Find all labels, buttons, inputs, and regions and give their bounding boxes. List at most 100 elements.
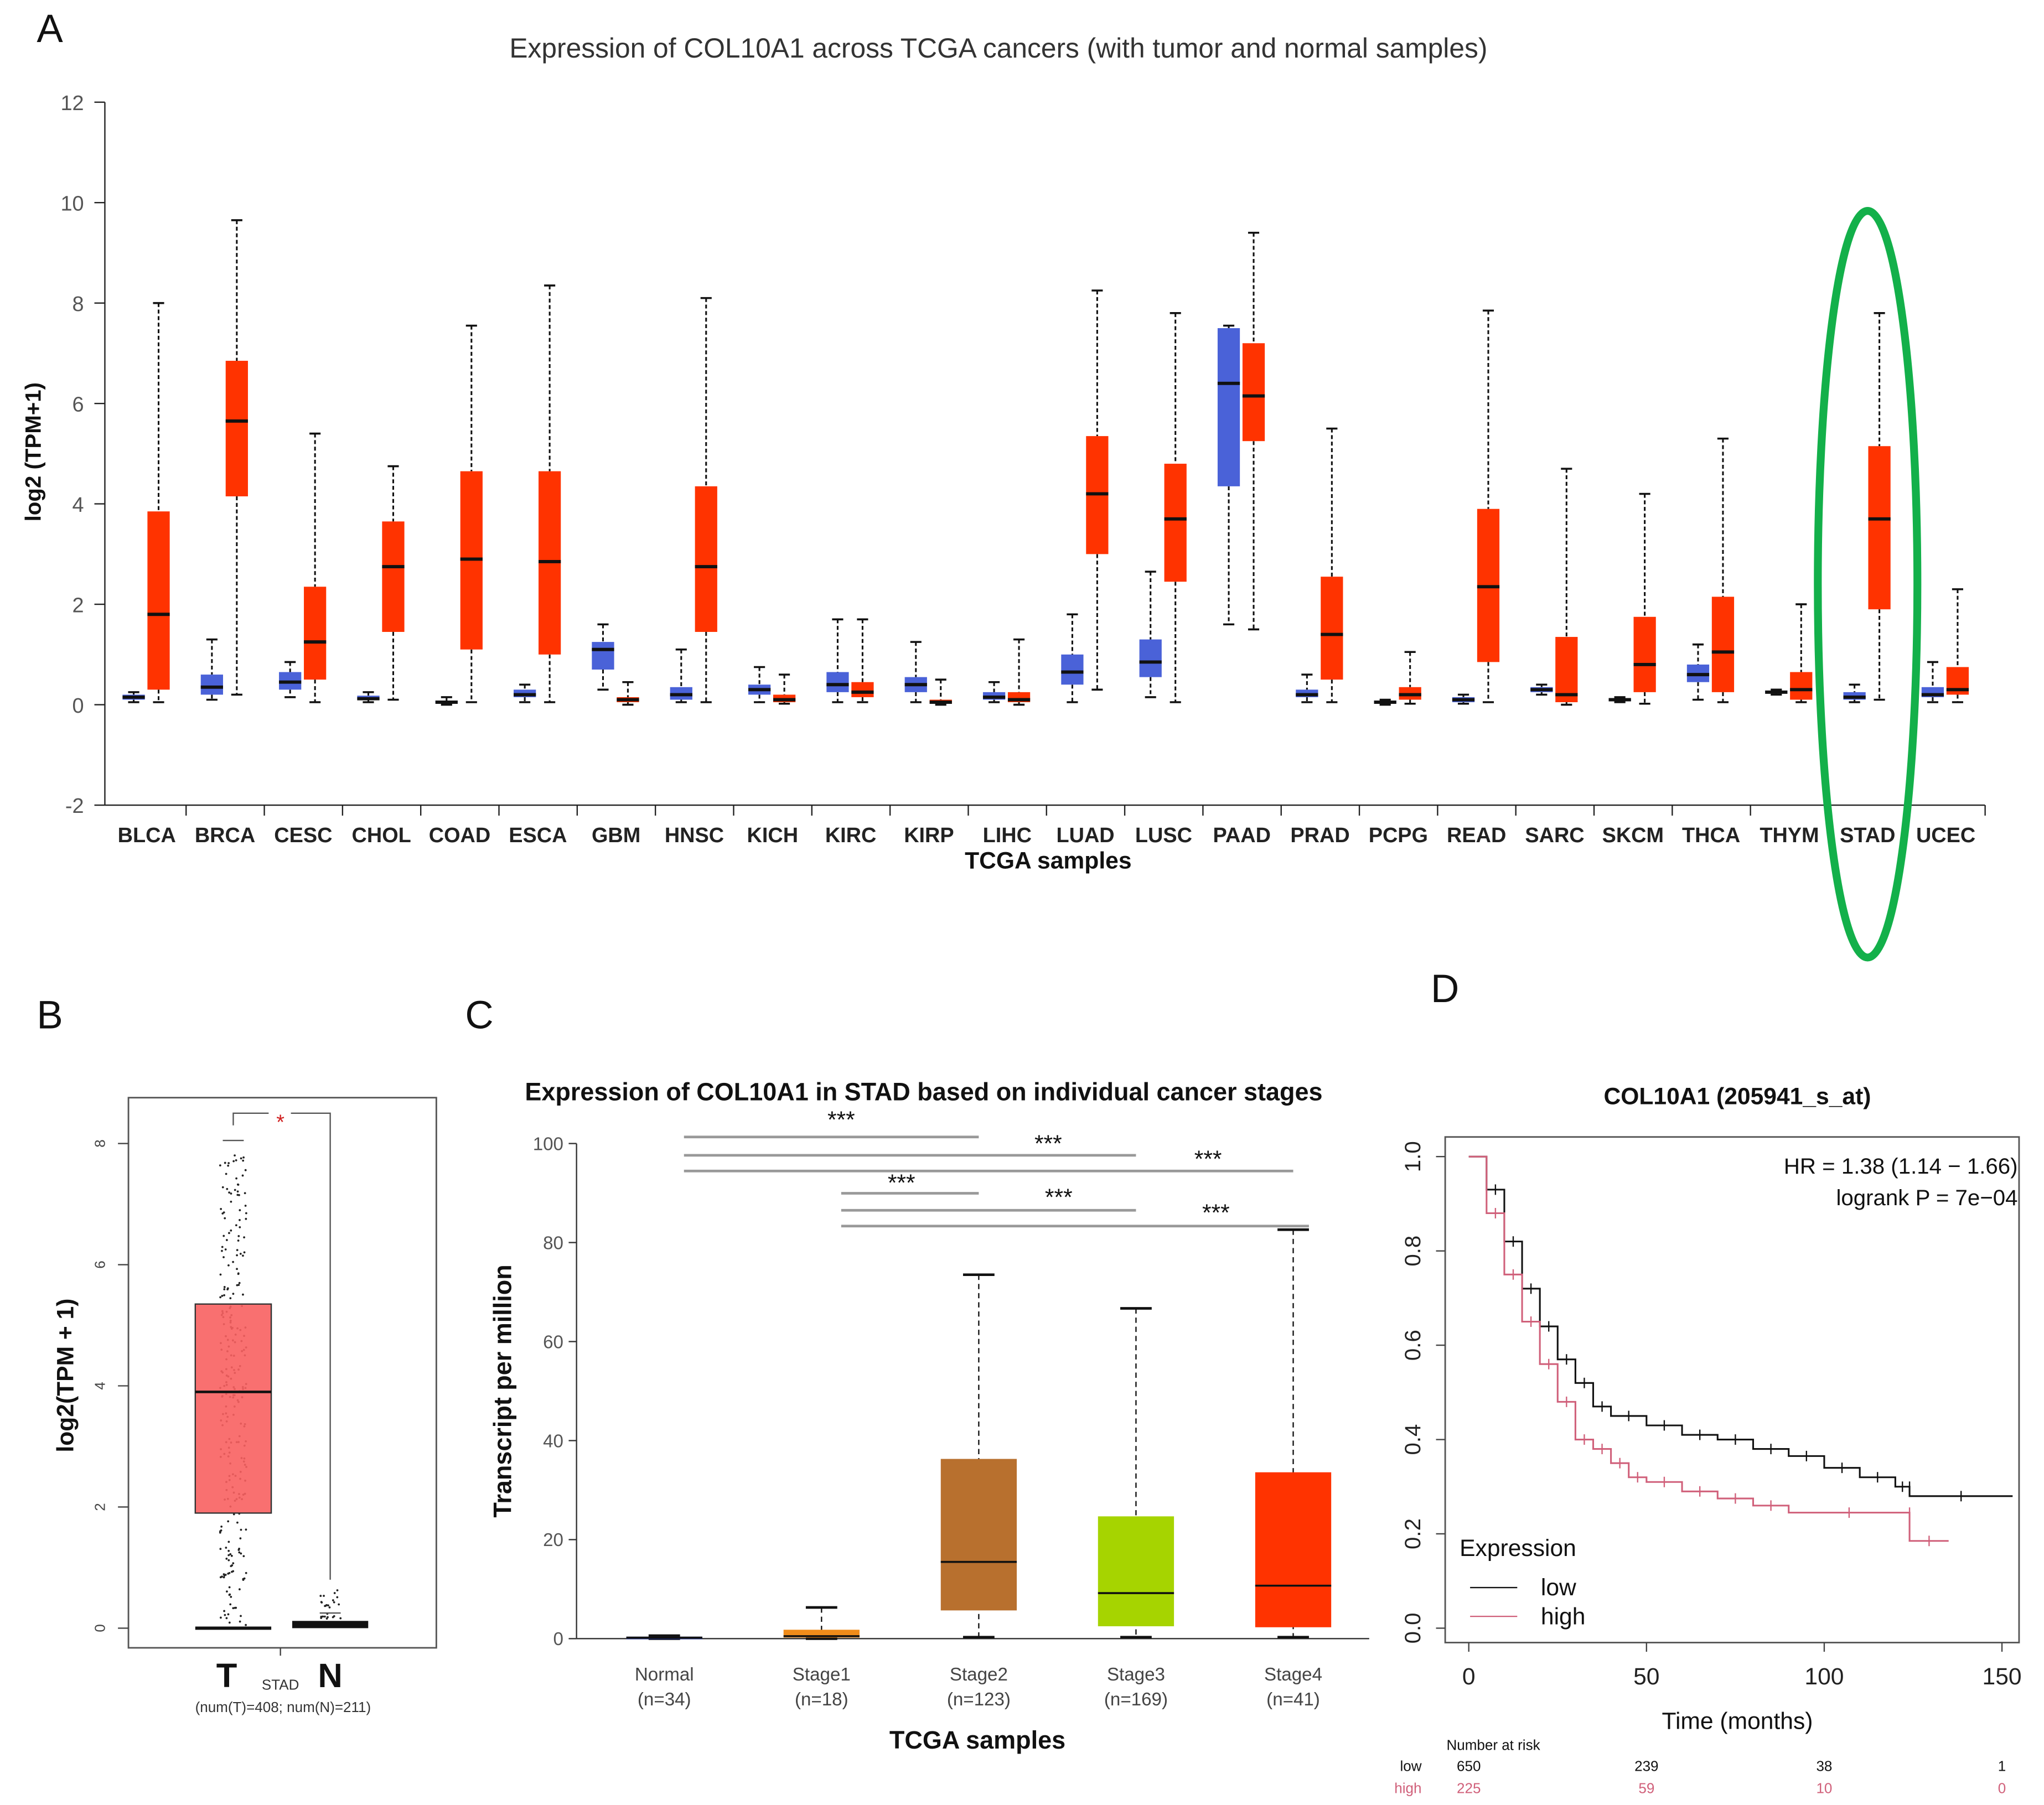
x-tick-label: Normal <box>635 1664 694 1685</box>
data-point <box>225 1547 227 1549</box>
x-tick-label: SKCM <box>1602 824 1664 847</box>
comparison-significance: *** <box>1194 1146 1222 1173</box>
data-point <box>221 1575 223 1578</box>
data-point <box>224 1574 227 1576</box>
data-point <box>245 1217 247 1220</box>
x-tick-label: LUSC <box>1135 824 1192 847</box>
data-point <box>238 1282 241 1284</box>
risk-value: 59 <box>1638 1780 1654 1797</box>
box-stage4 <box>1255 1472 1332 1627</box>
panel-a-chart: Expression of COL10A1 across TCGA cancer… <box>20 33 1986 962</box>
plot-frame <box>127 1097 437 1649</box>
y-tick-label: 6 <box>73 393 84 416</box>
data-point <box>244 1169 247 1171</box>
y-tick-label: 60 <box>543 1332 563 1352</box>
data-point <box>227 1559 230 1562</box>
comparison-significance: *** <box>1045 1184 1073 1211</box>
data-point <box>239 1252 242 1255</box>
data-point <box>230 1554 233 1557</box>
comparison-significance: *** <box>1202 1200 1230 1226</box>
tumor-chol-box <box>382 521 405 632</box>
x-tick-label: CHOL <box>352 824 411 847</box>
hr-text: HR = 1.38 (1.14 − 1.66) <box>1784 1154 2018 1179</box>
data-point <box>243 1251 246 1254</box>
data-point <box>324 1605 326 1607</box>
data-point <box>240 1528 242 1531</box>
chart-title: Expression of COL10A1 across TCGA cancer… <box>509 33 1487 64</box>
tumor-box <box>194 1303 272 1514</box>
normal-paad-box <box>1217 328 1240 486</box>
x-tick-label: ESCA <box>509 824 567 847</box>
x-tick-label: PCPG <box>1369 824 1428 847</box>
data-point <box>236 1284 239 1287</box>
data-point <box>242 1156 245 1159</box>
significance-bracket-left <box>232 1112 269 1125</box>
x-tick-label: STAD <box>1840 824 1895 847</box>
comparison-significance: *** <box>827 1107 855 1133</box>
y-tick-label: 1.0 <box>1400 1141 1425 1172</box>
x-tick-label: READ <box>1447 824 1506 847</box>
data-point <box>239 1219 241 1221</box>
risk-value: 650 <box>1457 1757 1481 1774</box>
data-point <box>237 1549 240 1551</box>
y-tick-label: 4 <box>73 494 84 517</box>
y-tick-label: 80 <box>543 1233 563 1253</box>
data-point <box>245 1212 247 1215</box>
tumor-skcm-box <box>1633 616 1656 692</box>
data-point <box>237 1184 240 1186</box>
x-tick-label-t: T <box>216 1657 237 1695</box>
y-tick-label: 10 <box>60 192 84 215</box>
x-tick-label: UCEC <box>1916 824 1975 847</box>
tumor-hnsc-box <box>695 486 717 632</box>
panel-d-chart: COL10A1 (205941_s_at) HR = 1.38 (1.14 − … <box>1394 1083 2021 1797</box>
data-point <box>232 1261 234 1263</box>
data-point <box>235 1224 237 1227</box>
y-tick-label: 0 <box>91 1624 108 1632</box>
legend-label-low: low <box>1541 1574 1576 1601</box>
data-point <box>239 1226 241 1228</box>
data-point <box>232 1160 235 1163</box>
data-point <box>221 1186 224 1189</box>
x-tick-label: THYM <box>1760 824 1819 847</box>
data-point <box>222 1573 225 1575</box>
data-point <box>229 1553 232 1555</box>
data-point <box>230 1192 232 1195</box>
panel-label-c: C <box>465 993 493 1037</box>
data-point <box>325 1617 328 1620</box>
x-tick-label: COAD <box>429 824 490 847</box>
risk-value: 1 <box>1998 1757 2006 1774</box>
data-point <box>320 1601 323 1604</box>
x-tick-label: PAAD <box>1213 824 1270 847</box>
data-point <box>224 1248 227 1251</box>
data-point <box>242 1293 244 1296</box>
data-point <box>222 1576 225 1579</box>
x-tick-label: BLCA <box>118 824 176 847</box>
data-point <box>232 1607 235 1610</box>
data-point <box>221 1246 224 1248</box>
panel-label-a: A <box>37 7 63 51</box>
data-point <box>224 1217 226 1220</box>
data-point <box>219 1548 222 1550</box>
data-point <box>225 1617 228 1620</box>
normal-brca-box <box>200 675 223 695</box>
data-point <box>228 1586 231 1589</box>
data-point <box>240 1157 242 1160</box>
x-tick-label: 100 <box>1804 1663 1844 1690</box>
x-tick-label: KIRC <box>825 824 877 847</box>
x-tick-label: LIHC <box>983 824 1032 847</box>
x-tick-label: KIRP <box>904 824 954 847</box>
km-curve-high <box>1468 1155 1949 1542</box>
data-point <box>227 1162 230 1164</box>
x-tick-label: CESC <box>274 824 332 847</box>
box-stage2 <box>940 1459 1017 1611</box>
tumor-prad-box <box>1321 577 1343 680</box>
comparison-significance: *** <box>1034 1130 1062 1157</box>
y-tick-label: 2 <box>73 594 84 617</box>
data-point <box>239 1620 241 1623</box>
data-point <box>234 1154 236 1156</box>
tumor-paad-box <box>1242 343 1265 442</box>
comparison-significance: *** <box>888 1170 915 1196</box>
data-point <box>237 1284 240 1287</box>
data-point <box>235 1177 237 1180</box>
data-point <box>232 1513 235 1516</box>
